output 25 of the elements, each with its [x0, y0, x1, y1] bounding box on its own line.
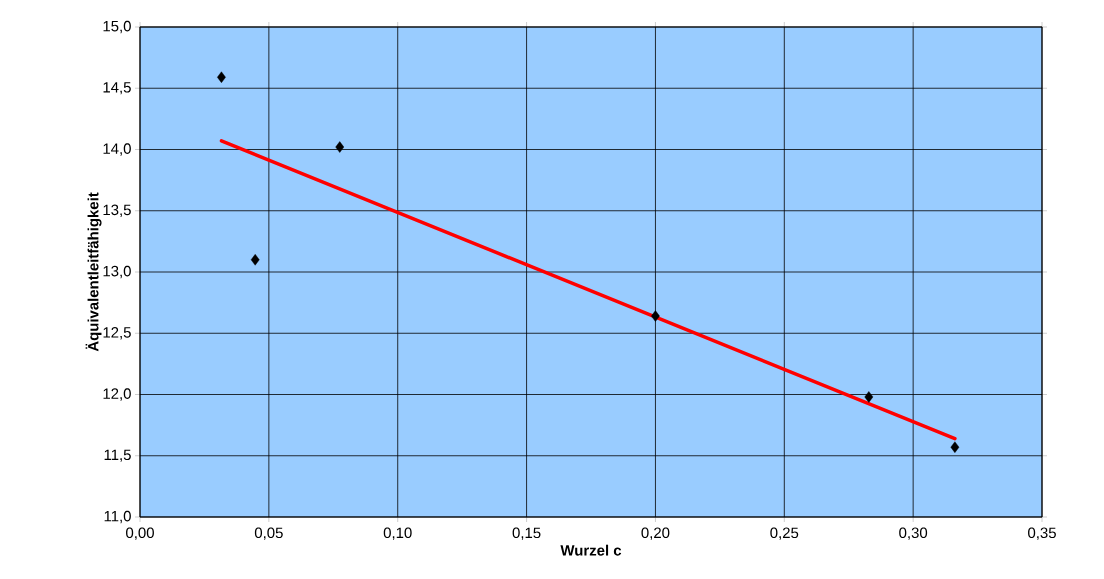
- point: [950, 441, 960, 453]
- x-tick-label: 0,30: [899, 527, 928, 540]
- x-tick-label: 0,20: [641, 527, 670, 540]
- point: [864, 391, 874, 403]
- point: [651, 310, 660, 322]
- x-axis-title: Wurzel c: [560, 544, 622, 556]
- y-tick-label: 11,0: [104, 510, 131, 524]
- y-tick-label: 12,0: [103, 388, 131, 401]
- y-tick-label: 15,0: [103, 20, 131, 34]
- x-tick-label: 0,05: [254, 527, 283, 540]
- x-tick-label: 0,35: [1028, 527, 1056, 540]
- point: [250, 254, 260, 266]
- x-tick-label: 0,15: [512, 527, 541, 540]
- point: [217, 71, 226, 83]
- x-tick-label: 0,00: [126, 527, 154, 540]
- x-tick-label: 0,25: [770, 527, 799, 540]
- x-tick-label: 0,10: [383, 527, 412, 540]
- y-axis-title: Äquivalentleitfähigkeit: [85, 192, 102, 352]
- y-tick-label: 13,0: [103, 265, 131, 279]
- y-tick-label: 12,5: [103, 327, 131, 340]
- y-tick-label: 14,5: [103, 82, 131, 95]
- y-tick-label: 11,5: [104, 449, 131, 462]
- y-tick-label: 13,5: [103, 204, 131, 217]
- point: [335, 141, 345, 153]
- y-tick-label: 14,0: [103, 143, 131, 156]
